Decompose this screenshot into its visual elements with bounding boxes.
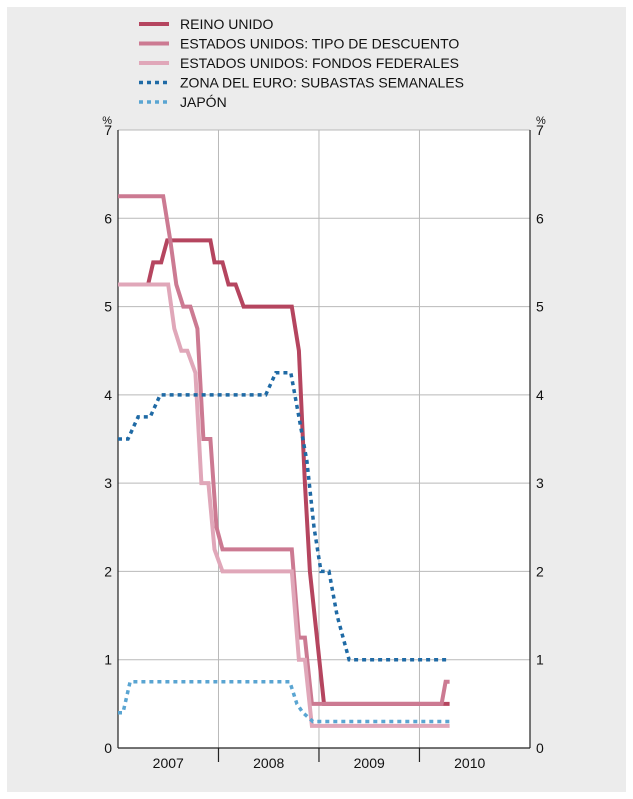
x-tick-label: 2008: [253, 755, 284, 771]
x-tick-label: 2009: [354, 755, 385, 771]
y-tick-label-right: 5: [536, 299, 544, 315]
gridlines: [118, 129, 530, 748]
series-line-4: [118, 371, 450, 662]
y-tick-label-right: 7: [536, 122, 544, 138]
legend-label-4: ZONA DEL EURO: SUBASTAS SEMANALES: [180, 75, 464, 91]
y-tick-label-right: 2: [536, 563, 544, 579]
series-line-1: [140, 238, 450, 706]
y-tick-label-left: 4: [104, 387, 112, 403]
plot-area: [118, 130, 530, 748]
y-tick-label-left: 3: [104, 475, 112, 491]
y-tick-label-left: 6: [104, 210, 112, 226]
y-tick-label-left: 5: [104, 299, 112, 315]
legend-label-3: ESTADOS UNIDOS: FONDOS FEDERALES: [180, 55, 459, 71]
y-tick-label-left: 0: [104, 740, 112, 756]
legend-label-2: ESTADOS UNIDOS: TIPO DE DESCUENTO: [180, 36, 459, 52]
y-tick-label-left: 2: [104, 563, 112, 579]
tick-labels: 0 0 1 1 2 2 3 3 4 4 5 5 6 6 7 7% % 2007 2008 2009 2010: [102, 115, 546, 771]
legend-label-5: JAPÓN: [180, 94, 227, 110]
y-unit-left: %: [102, 115, 112, 127]
series-line-2: [118, 194, 450, 706]
y-tick-label-right: 0: [536, 740, 544, 756]
legend-label-1: REINO UNIDO: [180, 16, 273, 32]
y-tick-label-left: 7: [104, 122, 112, 138]
y-tick-label-right: 1: [536, 652, 544, 668]
y-tick-label-right: 3: [536, 475, 544, 491]
y-tick-label-left: 1: [104, 652, 112, 668]
x-tick-label: 2007: [153, 755, 184, 771]
y-unit-right: %: [536, 115, 546, 127]
series-line-3: [118, 282, 450, 728]
series-lines: [118, 194, 450, 728]
y-tick-label-right: 6: [536, 210, 544, 226]
x-tick-label: 2010: [454, 755, 485, 771]
series-line-5: [118, 680, 450, 724]
y-tick-label-right: 4: [536, 387, 544, 403]
legend: REINO UNIDO ESTADOS UNIDOS: TIPO DE DESCU…: [139, 16, 464, 110]
